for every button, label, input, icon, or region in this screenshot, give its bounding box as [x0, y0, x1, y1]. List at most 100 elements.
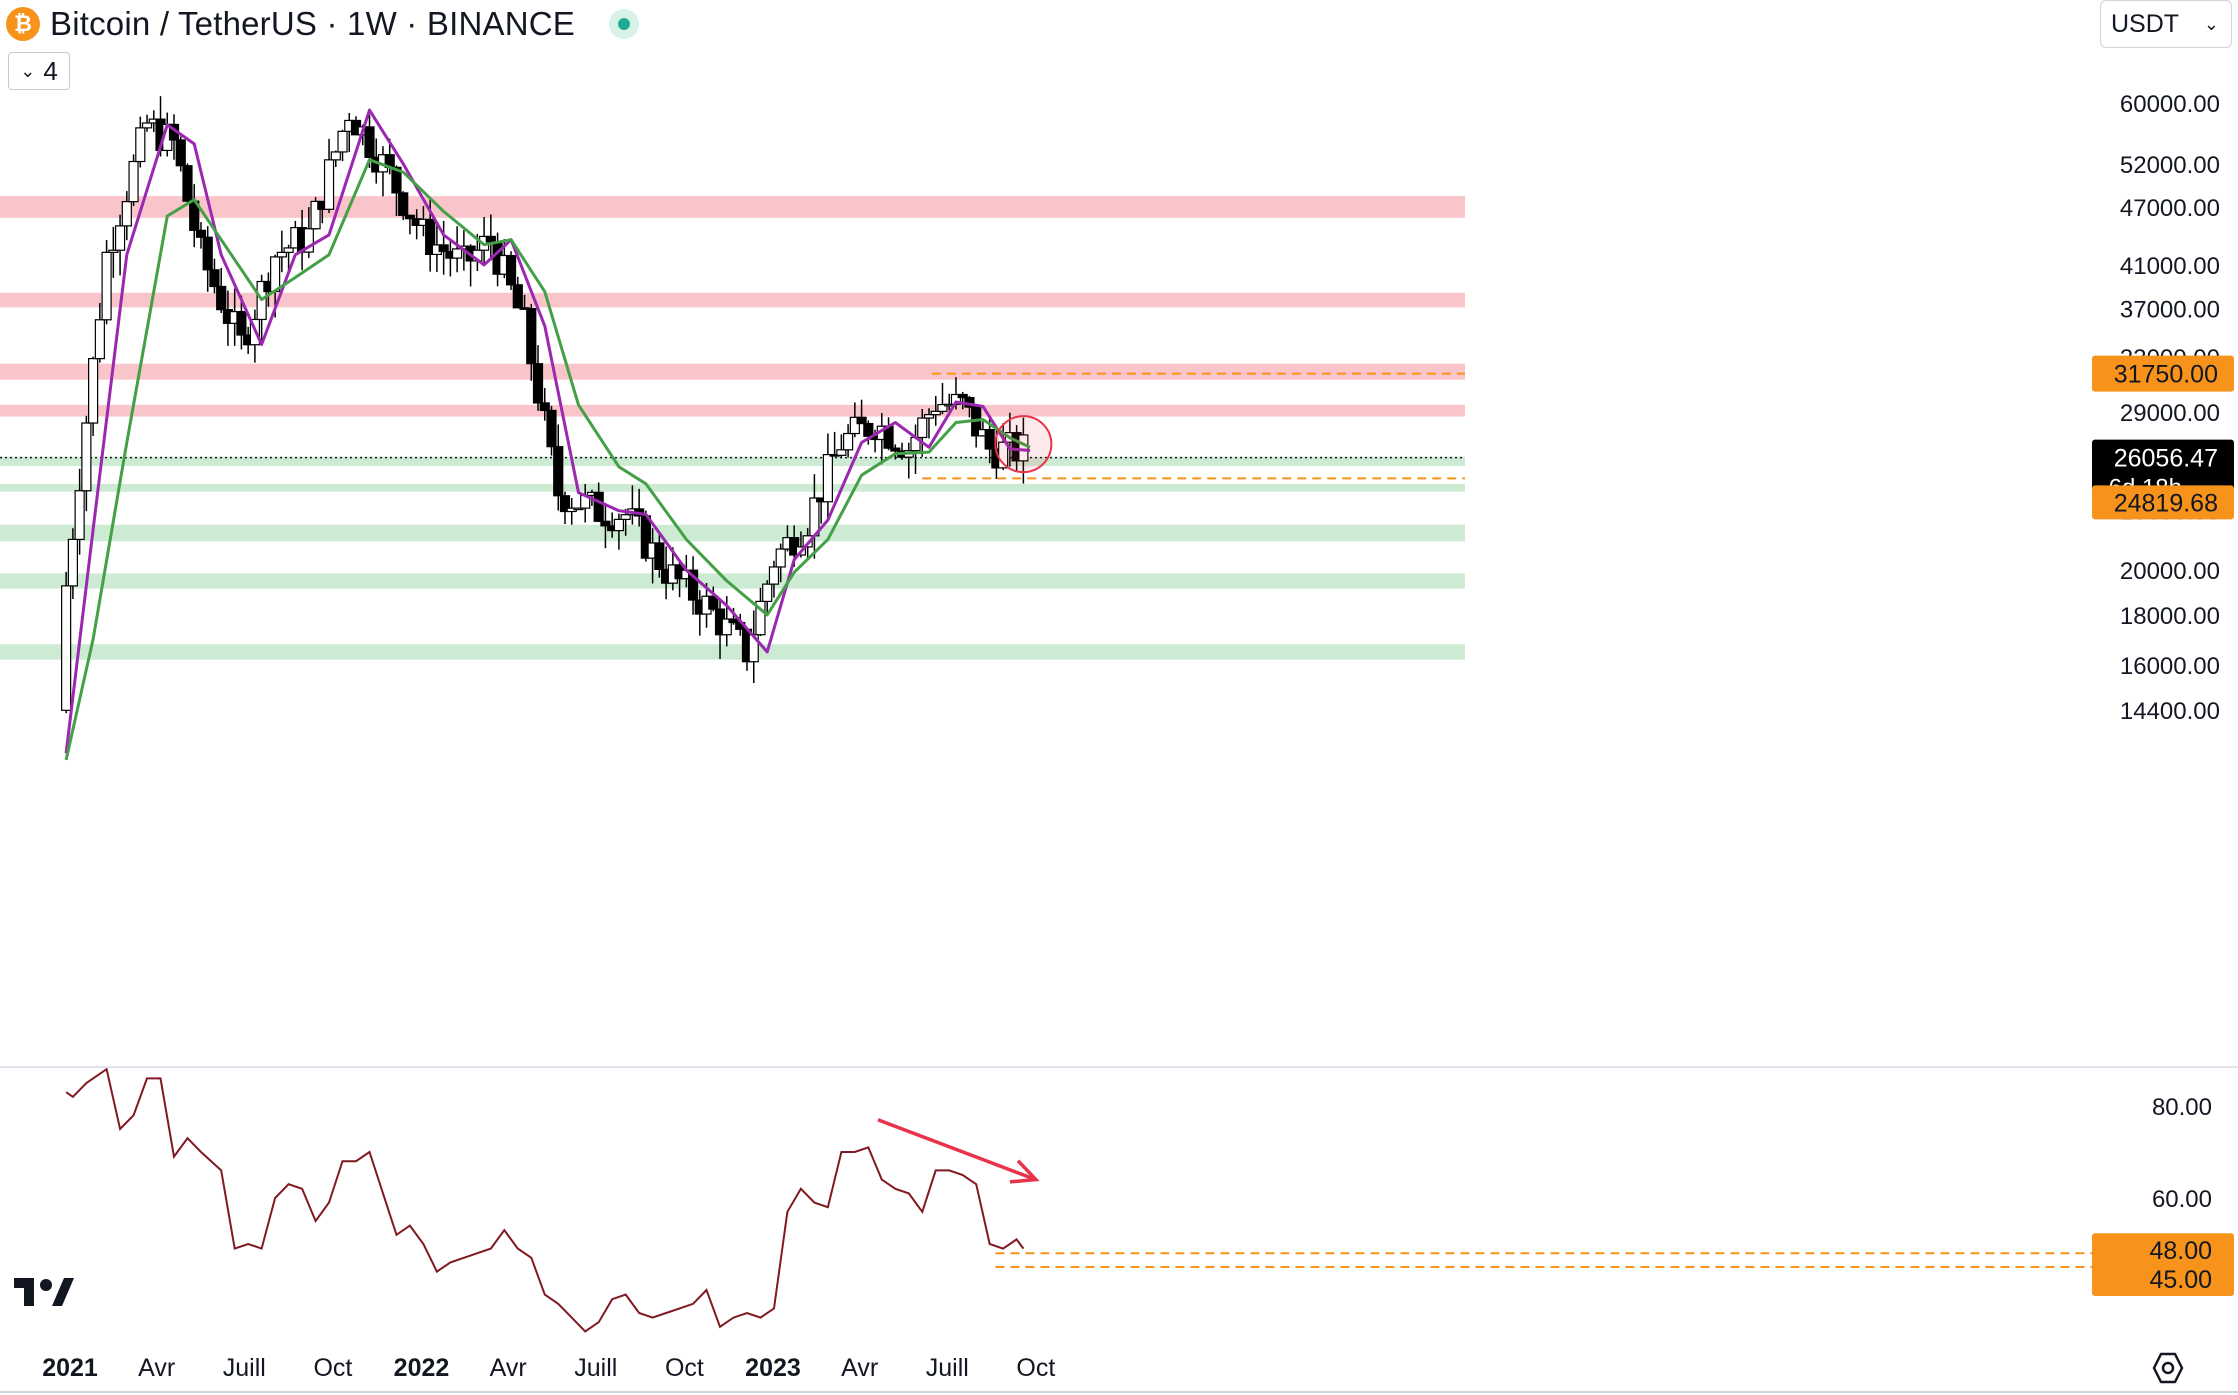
candle-down	[553, 446, 564, 497]
resistance-zone	[0, 292, 1465, 308]
time-tick-label: Juill	[574, 1354, 617, 1382]
candle-up	[101, 251, 112, 321]
candle-down	[539, 402, 550, 412]
candle-up	[755, 600, 766, 636]
indicator-collapse-button[interactable]: ⌄ 4	[8, 52, 70, 90]
chevron-down-icon: ⌄	[2203, 13, 2219, 35]
candle-down	[182, 165, 193, 202]
bitcoin-icon: ₿	[6, 7, 40, 41]
candle-down	[175, 139, 186, 167]
time-tick-label: Juill	[926, 1354, 969, 1382]
candle-down	[559, 495, 571, 513]
market-open-indicator[interactable]	[608, 9, 639, 39]
resistance-zone	[0, 363, 1465, 380]
candle-up	[94, 319, 105, 360]
candle-up	[917, 417, 928, 439]
time-axis: 2021 Avr Juill Oct 2022 Avr Juill Oct 2023 Avr Jui…	[42, 1354, 1055, 1382]
rsi-marker-bg	[2092, 1262, 2234, 1296]
candle-up	[573, 507, 584, 511]
candle-down	[654, 542, 665, 571]
divergence-arrow	[877, 1118, 1037, 1182]
candle-down	[364, 126, 375, 158]
support-zone	[0, 456, 1465, 466]
candle-up	[310, 200, 321, 230]
candle-down	[593, 491, 604, 522]
candle-down	[856, 416, 867, 425]
candle-down	[890, 447, 901, 452]
divergence-arrowhead	[1009, 1159, 1040, 1184]
candle-down	[202, 236, 213, 271]
candle-up	[768, 566, 780, 585]
rsi-marker-label: 45.00	[2149, 1266, 2212, 1294]
candle-up	[998, 441, 1009, 469]
time-tick-label: 2022	[394, 1354, 450, 1382]
support-zone	[0, 644, 1465, 660]
price-tick-label: 41000.00	[2120, 253, 2220, 280]
candle-up	[620, 514, 631, 521]
settings-gear-icon[interactable]	[2150, 1350, 2186, 1386]
candle-up	[836, 449, 847, 456]
candle-up	[108, 249, 119, 253]
indicator-count: 4	[43, 55, 58, 86]
candle-down	[195, 229, 207, 238]
resistance-zone	[0, 196, 1465, 218]
candle-up	[67, 538, 78, 587]
candle-up	[270, 256, 281, 293]
candle-down	[391, 166, 402, 194]
resistance-price-label-bg	[2092, 355, 2234, 392]
time-tick-label: 2023	[745, 1354, 801, 1382]
rsi-marker-bg	[2092, 1233, 2234, 1268]
time-tick-label: 2021	[42, 1354, 98, 1382]
tradingview-logo-icon[interactable]	[12, 1276, 76, 1310]
support-zone	[0, 573, 1465, 589]
candle-up	[276, 251, 287, 258]
candle-up	[613, 518, 625, 532]
candle-up	[775, 548, 786, 568]
moving-average-line	[64, 158, 1031, 761]
candle-down	[209, 269, 220, 288]
symbol-title[interactable]: Bitcoin / TetherUS · 1W · BINANCE	[50, 5, 575, 42]
price-tick-label: 60000.00	[2120, 91, 2220, 118]
candle-up	[849, 416, 860, 435]
last-price-label: 26056.47	[2114, 445, 2218, 473]
rsi-line	[65, 1068, 1025, 1333]
support-zone	[0, 524, 1465, 542]
candle-up	[930, 410, 941, 416]
price-tick-label: 14400.00	[2120, 698, 2220, 725]
candle-up	[822, 453, 833, 503]
moving-averages	[64, 108, 1031, 761]
resistance-price-label: 31750.00	[2114, 361, 2218, 389]
candle-down	[438, 244, 449, 253]
candle-up	[114, 225, 126, 251]
price-zones	[0, 196, 1465, 660]
candle-down	[216, 285, 227, 311]
chevron-down-icon: ⌄	[20, 60, 36, 82]
price-axis: 60000.00 52000.00 47000.00 41000.00 37000.00…	[2092, 91, 2234, 725]
candle-up	[843, 432, 854, 451]
candle-down	[957, 393, 968, 399]
candle-down	[984, 429, 995, 450]
candle-down	[404, 214, 416, 220]
chart-header: ₿ Bitcoin / TetherUS · 1W · BINANCE	[6, 4, 639, 44]
time-tick-label: Avr	[841, 1354, 878, 1382]
candle-up	[330, 151, 341, 161]
rsi-tick-label: 80.00	[2152, 1094, 2212, 1121]
rsi-tick-label: 60.00	[2152, 1186, 2212, 1213]
currency-selector[interactable]: USDT ⌄	[2100, 0, 2232, 48]
support-price-label-bg	[2092, 485, 2234, 520]
support-price-label: 24819.68	[2114, 489, 2218, 517]
candle-down	[236, 311, 247, 336]
price-tick-label: 20000.00	[2120, 558, 2220, 585]
candle-down	[600, 520, 611, 527]
price-tick-label: 52000.00	[2120, 152, 2220, 179]
candle-up	[337, 130, 348, 153]
candle-up	[923, 414, 935, 419]
moving-average-line	[64, 108, 1031, 754]
candle-down	[398, 192, 409, 216]
candle-up	[61, 585, 72, 711]
candle-up	[88, 358, 99, 424]
candle-down	[789, 537, 800, 556]
price-tick-label: 29000.00	[2120, 400, 2220, 427]
